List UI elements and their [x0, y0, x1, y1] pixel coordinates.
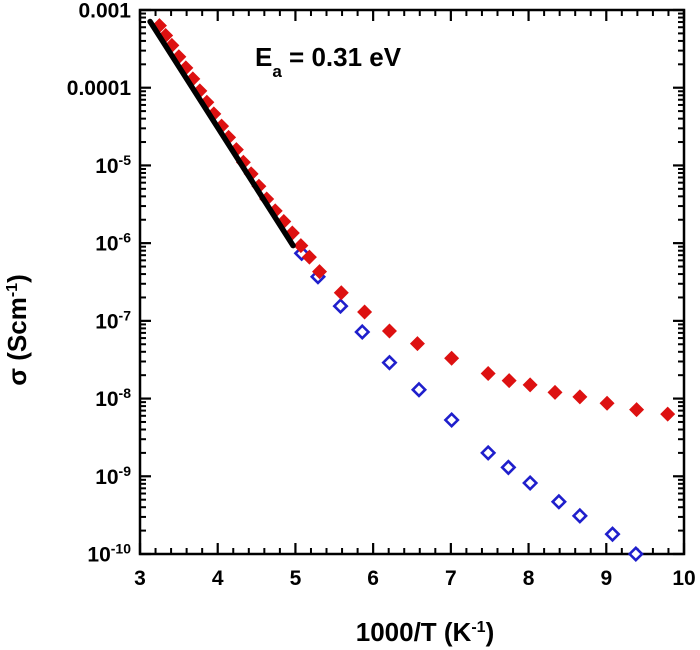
data-point-blue-open-diamond: [410, 381, 428, 398]
data-point-red-diamond: [547, 384, 563, 400]
data-point-blue-open-diamond: [522, 474, 539, 492]
activation-energy-annotation: Ea = 0.31 eV: [255, 42, 402, 81]
y-axis-title-close: ): [2, 274, 32, 283]
y-axis-title-main: σ (Scm: [2, 297, 32, 386]
x-tick-label: 9: [600, 567, 612, 590]
annotation-symbol: E: [255, 42, 272, 72]
series-blue-open-diamonds: [293, 245, 644, 563]
data-point-red-diamond: [293, 238, 309, 254]
data-point-red-diamond: [409, 336, 425, 352]
data-point-blue-open-diamond: [332, 298, 349, 315]
annotation-value: = 0.31 eV: [282, 42, 402, 72]
y-tick-label: 0.001: [78, 0, 131, 23]
data-point-red-diamond: [312, 264, 328, 280]
y-tick-label: 10-9: [95, 463, 131, 489]
data-point-red-diamond: [171, 49, 187, 65]
data-point-blue-open-diamond: [480, 444, 497, 461]
y-tick-label: 10-8: [95, 385, 131, 411]
data-point-red-diamond: [357, 304, 373, 320]
x-tick-label: 4: [212, 567, 224, 590]
data-point-blue-open-diamond: [381, 354, 398, 371]
x-tick-label: 6: [367, 567, 379, 590]
data-point-red-diamond: [480, 366, 496, 382]
data-point-red-diamond: [381, 323, 397, 339]
data-point-red-diamond: [572, 389, 588, 405]
x-tick-label: 8: [523, 567, 535, 590]
x-tick-label: 10: [672, 567, 695, 590]
plot-frame: [138, 8, 686, 556]
y-tick-label: 10-5: [95, 152, 131, 178]
data-point-red-diamond: [444, 350, 460, 366]
data-point-blue-open-diamond: [500, 459, 517, 476]
x-axis-title-main: 1000/T (K: [356, 617, 472, 647]
x-axis-title-close: ): [486, 617, 495, 647]
x-tick-label: 5: [290, 567, 302, 590]
series-red-filled-diamonds: [151, 18, 676, 422]
annotation-subscript: a: [272, 62, 282, 81]
data-point-blue-open-diamond: [571, 507, 588, 524]
data-point-red-diamond: [501, 373, 517, 389]
x-tick-label: 3: [134, 567, 146, 590]
x-axis-title: 1000/T (K-1): [356, 617, 495, 647]
y-tick-label: 10-7: [95, 307, 131, 333]
data-point-red-diamond: [522, 377, 538, 393]
data-point-red-diamond: [333, 285, 349, 301]
y-tick-label: 0.0001: [67, 77, 132, 100]
x-tick-label: 7: [445, 567, 457, 590]
x-axis-title-superscript: -1: [471, 619, 485, 636]
data-point-red-diamond: [629, 402, 645, 418]
y-axis-title-superscript: -1: [4, 283, 21, 297]
plot-generated-layer: 3 4 5 6 7 8 9 10 0.001 0.0001 10-5 10-6 10-7 10-8 10-9…: [67, 0, 696, 590]
data-point-red-diamond: [599, 395, 615, 411]
y-tick-label: 10-6: [95, 230, 131, 256]
data-point-red-diamond: [301, 249, 317, 265]
arrhenius-fit-line: [147, 18, 296, 249]
y-tick-label: 10-10: [87, 541, 131, 567]
data-point-blue-open-diamond: [604, 526, 621, 543]
data-point-red-diamond: [660, 406, 676, 422]
data-point-blue-open-diamond: [550, 493, 567, 510]
data-point-blue-open-diamond: [627, 545, 644, 563]
data-point-blue-open-diamond: [354, 323, 371, 340]
y-axis-title: σ (Scm-1): [2, 274, 32, 386]
data-point-blue-open-diamond: [443, 411, 460, 429]
